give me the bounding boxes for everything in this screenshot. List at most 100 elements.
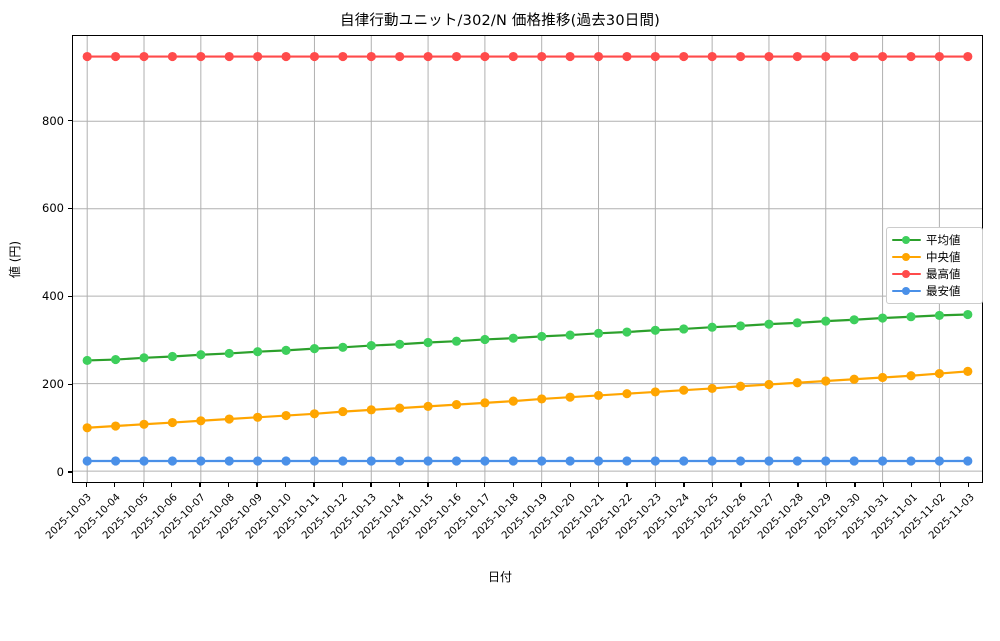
series-marker-1-27	[849, 374, 859, 384]
series-marker-0-0	[82, 355, 92, 366]
series-marker-0-22	[707, 322, 717, 332]
x-tick-mark	[256, 483, 258, 487]
series-marker-0-1	[111, 354, 121, 365]
series-marker-0-4	[196, 350, 206, 360]
legend-label: 平均値	[926, 233, 961, 247]
legend-item-0[interactable]: 平均値	[892, 232, 977, 248]
series-marker-1-31	[963, 366, 973, 376]
series-marker-2-0	[82, 51, 92, 62]
chart-title: 自律行動ユニット/302/N 価格推移(過去30日間)	[339, 13, 661, 29]
x-tick-mark	[711, 483, 714, 487]
x-tick-mark	[170, 483, 173, 487]
series-marker-0-2	[139, 353, 149, 363]
series-marker-1-18	[593, 390, 604, 401]
series-marker-1-19	[622, 389, 632, 399]
series-marker-0-26	[821, 316, 831, 326]
series-marker-2-19	[622, 51, 632, 62]
series-marker-3-27	[849, 456, 859, 466]
series-line-0	[87, 315, 968, 361]
series-marker-2-13	[451, 51, 462, 62]
series-marker-3-2	[139, 456, 149, 466]
series-marker-2-6	[253, 51, 263, 62]
series-marker-0-3	[167, 351, 178, 362]
series-marker-0-25	[792, 318, 802, 328]
y-tick-label: 200	[42, 377, 64, 392]
series-marker-0-13	[451, 336, 462, 346]
series-marker-1-24	[764, 379, 774, 390]
y-tick-mark	[68, 295, 72, 297]
x-tick-mark	[939, 483, 941, 487]
series-line-1	[87, 371, 968, 427]
series-marker-3-8	[309, 456, 320, 466]
series-marker-3-20	[650, 456, 660, 466]
series-marker-0-6	[253, 347, 263, 357]
series-marker-3-23	[735, 456, 746, 466]
x-tick-mark	[598, 483, 600, 487]
series-marker-1-20	[650, 387, 660, 397]
legend-marker-icon	[892, 234, 921, 246]
series-marker-0-24	[764, 319, 774, 329]
series-marker-2-10	[366, 51, 376, 62]
series-marker-1-22	[707, 383, 717, 394]
legend-marker-icon	[892, 251, 921, 263]
legend-label: 最高値	[926, 267, 961, 281]
x-tick-mark	[968, 483, 970, 487]
y-tick-mark	[68, 383, 72, 385]
x-tick-mark	[284, 483, 287, 487]
y-tick-label: 0	[56, 465, 64, 480]
series-marker-0-9	[338, 342, 348, 352]
x-tick-mark	[199, 483, 201, 487]
legend-item-1[interactable]: 中央値	[892, 249, 977, 265]
x-tick-mark	[313, 483, 315, 487]
x-tick-mark	[854, 483, 856, 487]
series-marker-0-7	[281, 345, 291, 355]
x-tick-mark	[740, 483, 742, 487]
series-marker-3-25	[792, 456, 802, 466]
x-tick-mark	[398, 483, 401, 487]
x-tick-mark	[427, 483, 429, 487]
series-lines	[73, 36, 982, 482]
series-marker-2-25	[792, 51, 802, 62]
y-tick-label: 800	[42, 113, 64, 128]
series-marker-1-10	[366, 405, 376, 415]
legend-marker-icon	[892, 268, 921, 280]
x-tick-mark	[882, 483, 884, 487]
y-tick-label: 400	[42, 289, 64, 304]
y-axis-label: 値 (円)	[8, 240, 23, 278]
series-marker-1-28	[877, 372, 888, 383]
series-marker-3-12	[423, 456, 433, 466]
series-marker-0-21	[679, 324, 689, 334]
series-marker-2-11	[395, 51, 405, 62]
series-marker-3-22	[707, 456, 717, 466]
series-marker-1-13	[451, 400, 462, 410]
series-marker-2-4	[196, 51, 206, 62]
series-marker-0-19	[622, 327, 632, 337]
legend-item-3[interactable]: 最安値	[892, 283, 977, 299]
series-marker-3-7	[281, 456, 291, 466]
series-marker-1-23	[735, 381, 746, 391]
series-marker-3-5	[224, 456, 234, 466]
series-marker-3-29	[906, 456, 916, 466]
series-marker-2-27	[849, 51, 859, 62]
series-marker-2-16	[537, 51, 547, 62]
series-marker-1-16	[537, 394, 547, 404]
x-tick-mark	[797, 483, 799, 487]
series-marker-2-28	[877, 51, 888, 62]
y-axis-label-container: 値 (円)	[0, 0, 30, 518]
series-marker-2-18	[593, 51, 604, 62]
legend-item-2[interactable]: 最高値	[892, 266, 977, 282]
series-marker-2-17	[565, 51, 575, 62]
series-marker-3-9	[338, 456, 348, 466]
series-marker-2-12	[423, 51, 433, 62]
series-marker-1-14	[480, 398, 490, 408]
series-marker-2-23	[735, 51, 746, 62]
price-trend-chart: 自律行動ユニット/302/N 価格推移(過去30日間) 値 (円) 0 200 40…	[0, 0, 983, 584]
series-marker-2-26	[821, 51, 831, 62]
chart-legend: 平均値中央値最高値最安値	[886, 227, 983, 304]
series-marker-3-16	[537, 456, 547, 466]
series-marker-1-15	[508, 396, 518, 406]
legend-label: 中央値	[926, 250, 961, 264]
series-marker-2-22	[707, 51, 717, 62]
series-marker-3-28	[877, 456, 888, 466]
series-marker-0-11	[395, 339, 405, 349]
